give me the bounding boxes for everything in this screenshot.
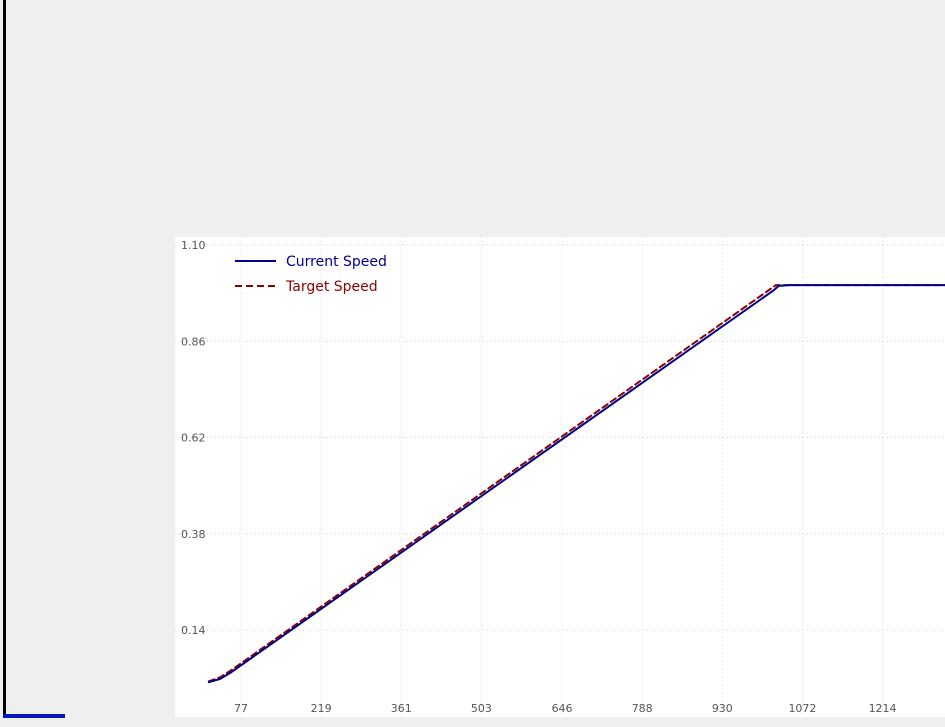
y-tick-label: 0.14 (181, 624, 206, 637)
legend-label: Target Speed (285, 279, 378, 295)
axis-labels: 1.10 0.86 0.62 0.38 0.14 77 219 361 503 646 788 930… (181, 239, 897, 715)
x-tick-label: 646 (552, 702, 573, 715)
left-frame (3, 0, 6, 717)
x-tick-label: 503 (471, 702, 492, 715)
x-tick-label: 361 (391, 702, 412, 715)
x-tick-label: 788 (632, 702, 653, 715)
speed-line-chart: 1.10 0.86 0.62 0.38 0.14 77 219 361 503 646 788 930… (175, 237, 945, 717)
y-tick-label: 1.10 (181, 239, 206, 252)
current-speed-line (207, 284, 945, 684)
x-tick-label: 1072 (788, 702, 816, 715)
legend-label: Current Speed (286, 254, 387, 270)
y-tick-label: 0.38 (181, 528, 206, 541)
x-tick-label: 219 (311, 702, 332, 715)
x-tick-label: 1214 (869, 702, 897, 715)
y-tick-label: 0.62 (181, 432, 206, 445)
chart-plot-area: 1.10 0.86 0.62 0.38 0.14 77 219 361 503 646 788 930… (175, 237, 945, 717)
grid (175, 237, 945, 717)
target-speed-line (207, 284, 945, 683)
x-tick-label: 930 (712, 702, 733, 715)
series-layer (207, 284, 945, 684)
x-tick-label: 77 (234, 702, 248, 715)
legend: Current Speed Target Speed (235, 254, 387, 295)
y-tick-label: 0.86 (181, 335, 206, 348)
bottom-accent-bar (3, 714, 65, 718)
